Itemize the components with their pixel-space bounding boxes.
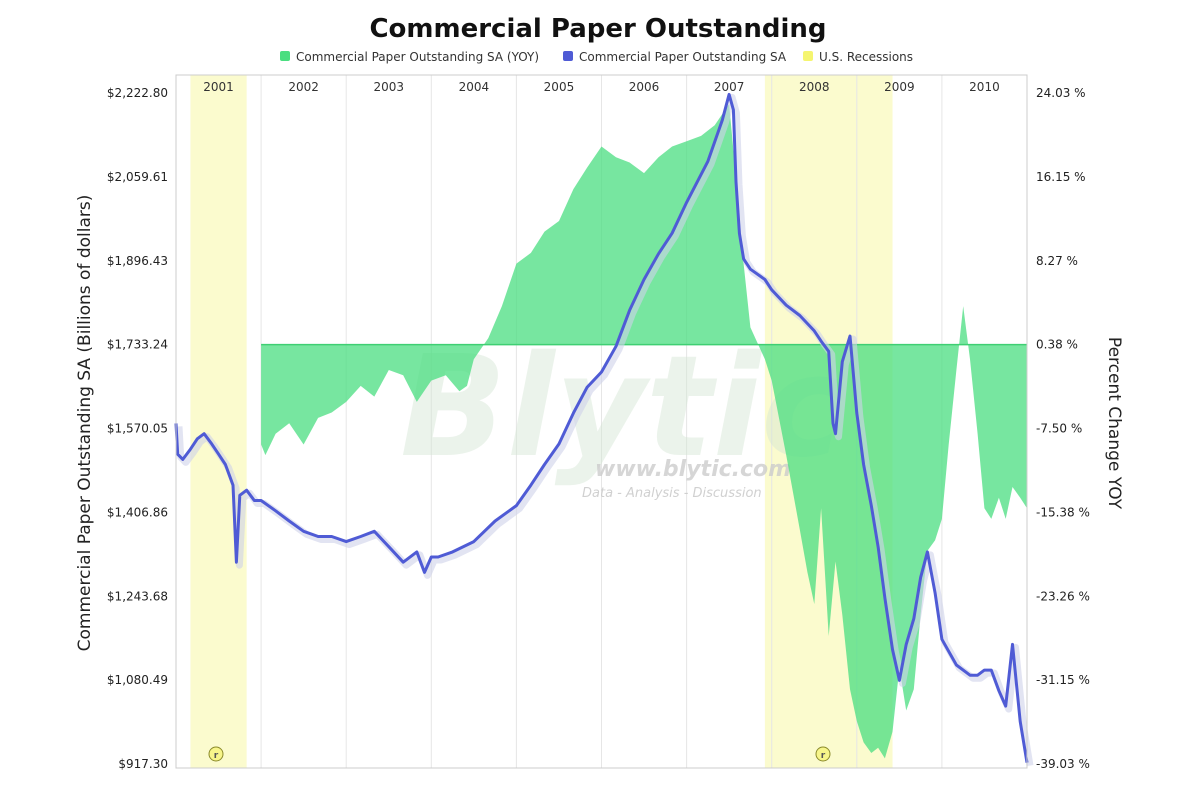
recession-marker-icon[interactable]	[208, 746, 224, 762]
legend-label-outstanding: Commercial Paper Outstanding SA	[579, 50, 787, 64]
left-tick-label: $1,570.05	[107, 422, 168, 436]
legend-swatch-yoy	[280, 51, 290, 61]
year-labels: 2001 2002 2003 2004 2005 2006 2007 2008 2009 2010	[203, 80, 999, 94]
year-label: 2004	[459, 80, 490, 94]
plot-border	[175, 74, 1028, 769]
legend-label-recessions: U.S. Recessions	[819, 50, 913, 64]
plot-area: Blytic www.blytic.com Data - Analysis - …	[174, 74, 1034, 769]
left-tick-label: $1,406.86	[107, 505, 168, 519]
year-label: 2003	[373, 80, 404, 94]
right-tick-label: -15.38 %	[1036, 505, 1090, 519]
legend-swatch-recessions	[803, 51, 813, 61]
year-label: 2007	[714, 80, 745, 94]
left-tick-label: $1,243.68	[107, 589, 168, 603]
yoy-area-fill	[261, 104, 1028, 759]
left-tick-label: $917.30	[118, 757, 168, 771]
year-label: 2010	[969, 80, 1000, 94]
legend-swatch-outstanding	[563, 51, 573, 61]
recession-band	[190, 75, 247, 768]
year-label: 2008	[799, 80, 830, 94]
right-tick-label: 16.15 %	[1036, 170, 1086, 184]
year-label: 2002	[288, 80, 319, 94]
left-tick-label: $2,222.80	[107, 86, 168, 100]
watermark-url: www.blytic.com	[595, 457, 791, 482]
right-axis-title: Percent Change YOY	[1104, 337, 1124, 510]
legend-label-yoy: Commercial Paper Outstanding SA (YOY)	[296, 50, 539, 64]
left-axis-title: Commercial Paper Outstanding SA (Billion…	[75, 195, 95, 652]
year-label: 2001	[203, 80, 234, 94]
left-tick-label: $1,896.43	[107, 254, 168, 268]
left-axis-ticks: $2,222.80 $2,059.61 $1,896.43 $1,733.24 $1,5…	[107, 86, 168, 771]
right-tick-label: -31.15 %	[1036, 673, 1090, 687]
year-label: 2005	[544, 80, 575, 94]
outstanding-line-path	[174, 92, 1029, 763]
right-tick-label: 8.27 %	[1036, 254, 1078, 268]
year-label: 2009	[884, 80, 915, 94]
legend: Commercial Paper Outstanding SA (YOY) Co…	[280, 50, 913, 64]
outstanding-line	[174, 92, 1034, 767]
recession-markers: r r	[208, 746, 831, 762]
year-label: 2006	[629, 80, 660, 94]
right-tick-label: -23.26 %	[1036, 589, 1090, 603]
right-axis-ticks: 24.03 % 16.15 % 8.27 % 0.38 % -7.50 % -15.38 …	[1036, 86, 1090, 771]
left-tick-label: $1,733.24	[107, 338, 168, 352]
right-tick-label: -39.03 %	[1036, 757, 1090, 771]
right-tick-label: -7.50 %	[1036, 422, 1082, 436]
yoy-area	[261, 104, 1028, 759]
right-tick-label: 0.38 %	[1036, 338, 1078, 352]
recession-marker-glyph: r	[214, 751, 219, 761]
recession-marker-glyph: r	[821, 751, 826, 761]
recession-marker-icon[interactable]	[815, 746, 831, 762]
left-tick-label: $1,080.49	[107, 673, 168, 687]
left-tick-label: $2,059.61	[107, 170, 168, 184]
watermark-tagline: Data - Analysis - Discussion	[582, 486, 762, 501]
right-tick-label: 24.03 %	[1036, 86, 1086, 100]
chart-title: Commercial Paper Outstanding	[369, 14, 826, 44]
